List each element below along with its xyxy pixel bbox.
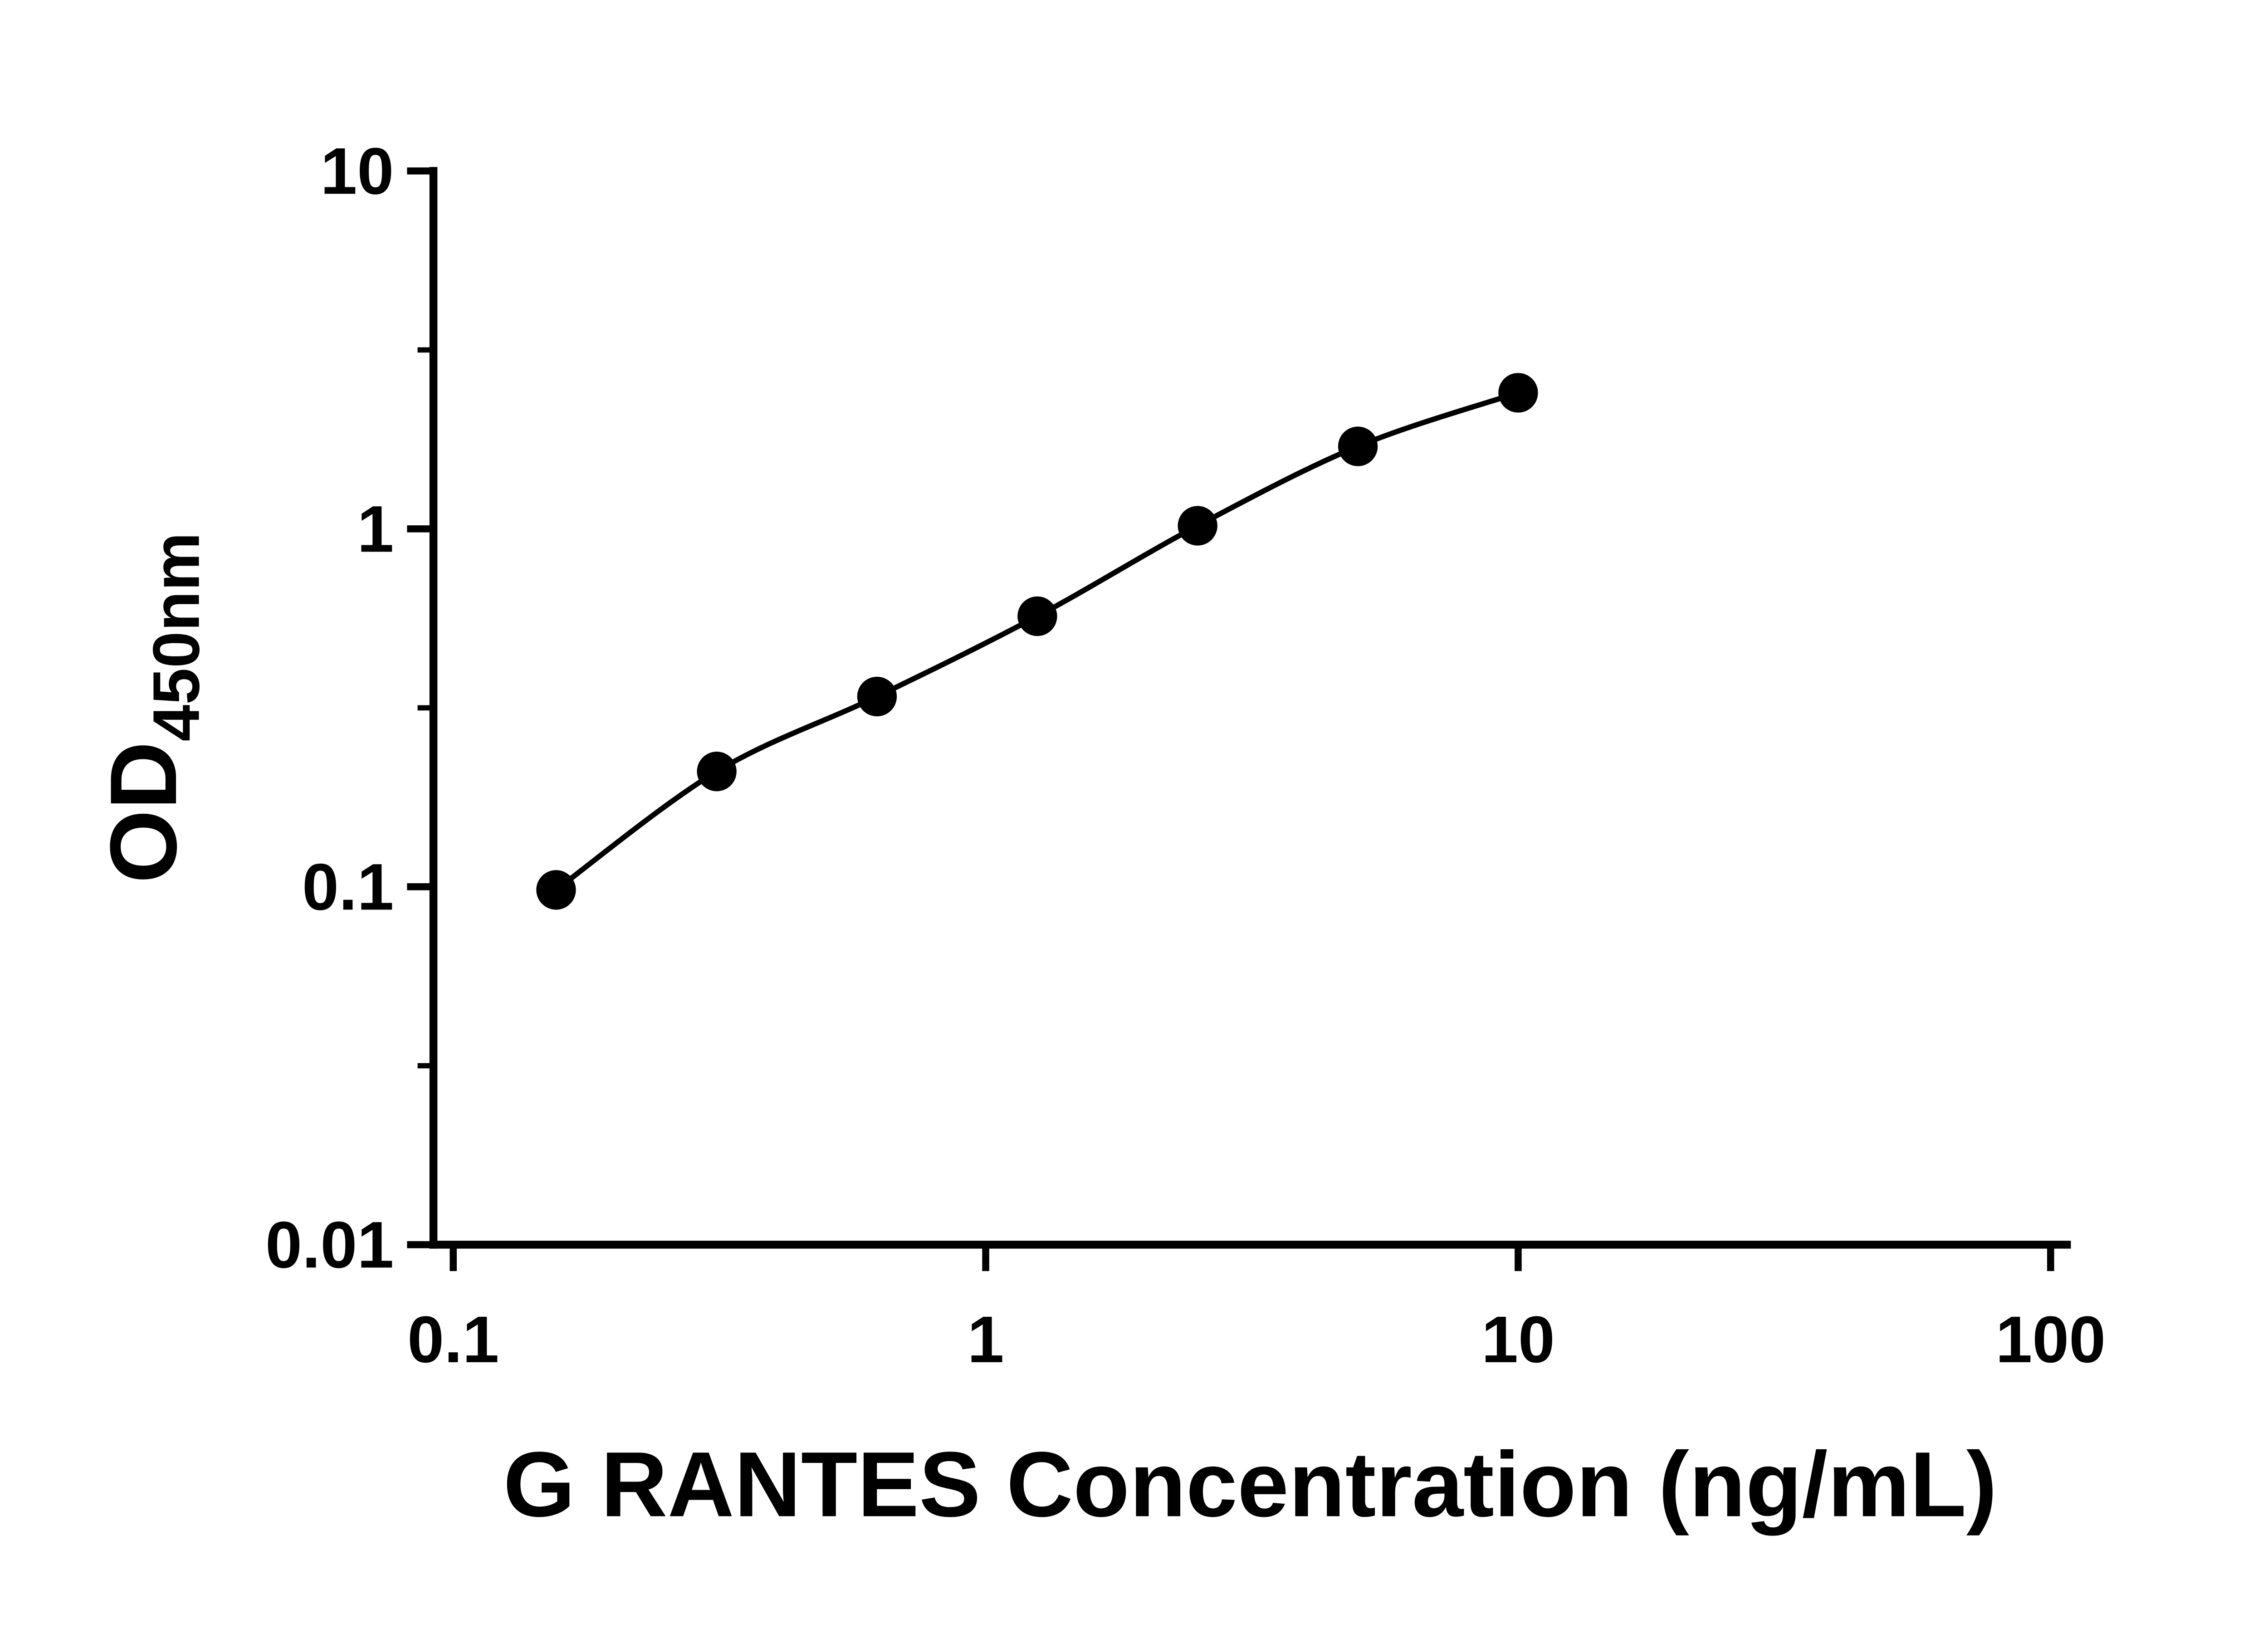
y-tick-label: 10 xyxy=(320,134,394,208)
x-tick-label: 100 xyxy=(1995,1302,2106,1376)
data-point-marker xyxy=(536,870,576,910)
ticks-layer xyxy=(407,167,2054,1271)
axes-layer xyxy=(429,167,2071,1249)
y-axis-title-subscript: 450nm xyxy=(139,532,213,741)
data-point-marker xyxy=(1498,373,1538,413)
data-point-marker xyxy=(857,676,897,717)
x-tick-label: 0.1 xyxy=(407,1302,499,1376)
y-tick-label: 1 xyxy=(357,492,394,566)
data-point-marker xyxy=(1338,426,1378,466)
data-point-marker xyxy=(1017,596,1057,636)
y-axis-title: OD450nm xyxy=(91,532,213,883)
y-tick-label: 0.1 xyxy=(302,850,394,924)
y-tick-label: 0.01 xyxy=(265,1208,394,1281)
x-axis-title: G RANTES Concentration (ng/mL) xyxy=(503,1433,1997,1536)
x-tick-label: 1 xyxy=(968,1302,1004,1376)
x-tick-label: 10 xyxy=(1481,1302,1555,1376)
data-point-marker xyxy=(697,752,737,792)
y-axis-title-main: OD xyxy=(91,741,196,883)
series-layer xyxy=(536,373,1538,910)
data-point-marker xyxy=(1178,506,1217,546)
fit-curve xyxy=(554,390,1519,892)
